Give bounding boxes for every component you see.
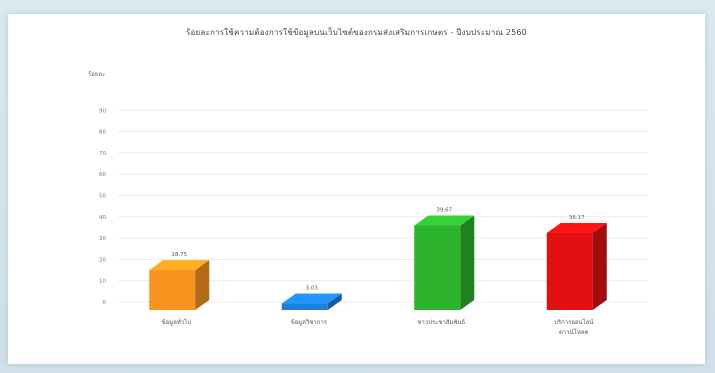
y-tick-label: 90 <box>99 108 106 114</box>
y-tick-label: 80 <box>99 130 106 136</box>
bar-value-label: 3.03 <box>306 286 319 292</box>
y-tick-label: 30 <box>99 236 106 242</box>
y-axis-label: ร้อยละ <box>88 71 106 78</box>
y-tick-label: 10 <box>99 279 106 285</box>
y-tick-label: 50 <box>99 194 106 200</box>
bar-side <box>592 222 607 310</box>
bar-value-label: 18.75 <box>171 252 187 258</box>
chart-title: ร้อยละการใช้ความต้องการใช้ข้อมูลบนเว็บไซ… <box>186 28 527 37</box>
y-tick-label: 70 <box>99 151 106 157</box>
x-tick-label: บริการออนไลน์ <box>554 318 593 326</box>
bar-top <box>149 260 210 271</box>
bar-value-label: 39.67 <box>436 208 452 214</box>
x-tick-label: ข้อมูลทั่วไป <box>162 318 192 326</box>
bar-value-label: 36.17 <box>569 215 585 221</box>
bar-side <box>460 215 475 310</box>
y-tick-label: 40 <box>99 215 106 221</box>
bar-side <box>195 260 210 310</box>
y-tick-label: 0 <box>103 300 107 306</box>
y-tick-label: 60 <box>99 172 106 178</box>
x-tick-label: ข้อมูลวิชาการ <box>291 319 328 326</box>
bar-top <box>546 222 607 233</box>
x-tick-label: ข่าวประชาสัมพันธ์ <box>417 318 465 326</box>
bar <box>546 232 593 310</box>
bar-chart: 0 10 20 30 40 50 60 70 80 90 18.75 ข้อมูลทั่วไป 3.03… <box>99 108 648 336</box>
x-tick-label: ดาวน์โหลด <box>559 328 589 336</box>
bar <box>414 225 461 310</box>
bar <box>281 303 328 310</box>
y-tick-label: 20 <box>99 257 106 263</box>
bar-top <box>414 215 475 226</box>
chart-frame: ร้อยละการใช้ความต้องการใช้ข้อมูลบนเว็บไซ… <box>8 14 705 364</box>
bar <box>149 270 196 310</box>
bar-side <box>327 293 342 310</box>
bar-top <box>281 293 342 304</box>
